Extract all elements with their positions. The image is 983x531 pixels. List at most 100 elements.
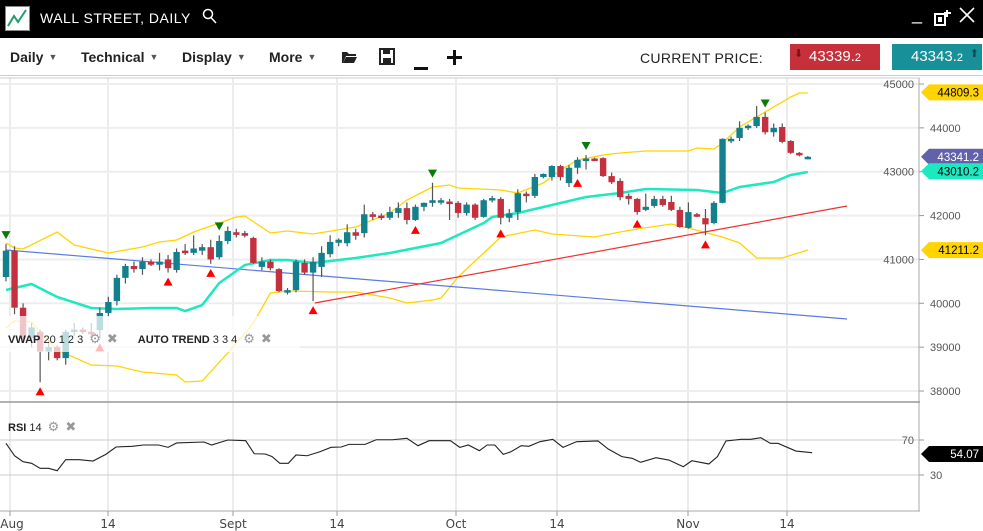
candle-body: [352, 232, 359, 236]
candle-body: [625, 195, 632, 199]
candle-body: [224, 230, 231, 242]
candle: [514, 189, 521, 220]
candle-body: [804, 156, 812, 160]
minimize-icon[interactable]: _: [912, 4, 923, 24]
candle: [480, 198, 487, 218]
chevron-down-icon: ▼: [48, 52, 58, 62]
save-icon[interactable]: [379, 48, 395, 70]
candle: [335, 238, 342, 247]
chevron-down-icon: ▼: [149, 52, 159, 62]
candle-body: [796, 152, 803, 156]
y-tick-label: 39000: [930, 342, 961, 354]
candle-body: [787, 141, 794, 153]
candle-body: [548, 166, 556, 177]
candle-body: [471, 204, 479, 218]
candle-body: [122, 266, 129, 278]
window-title: WALL STREET, DAILY: [40, 10, 191, 26]
arrow-up-icon: ⬆: [969, 48, 979, 60]
candle: [471, 203, 479, 220]
rsi-line: [5, 437, 813, 472]
candle-body: [506, 213, 513, 218]
gear-icon[interactable]: ⚙: [47, 419, 60, 434]
sell-price-button[interactable]: ⬇ 43339.2: [790, 44, 880, 70]
candle-body: [599, 158, 607, 177]
menu-label: Daily: [10, 49, 44, 65]
price-tag-text: 43010.2: [937, 166, 979, 178]
auto-trend-legend: AUTO TREND 3 3 4 ⚙ ✖: [138, 331, 272, 347]
candle-body: [736, 127, 743, 138]
candle: [198, 244, 206, 256]
candle: [395, 202, 402, 218]
price-tag: 43010.2: [921, 163, 983, 180]
gear-icon[interactable]: ⚙: [243, 331, 255, 346]
candle: [139, 257, 146, 275]
candle-body: [267, 261, 274, 269]
candle: [463, 202, 470, 216]
candle: [497, 197, 504, 225]
buy-signal-marker: [632, 219, 642, 228]
candle-body: [292, 261, 300, 291]
title-bar: WALL STREET, DAILY _: [0, 0, 983, 38]
trend-name: AUTO TREND: [137, 334, 210, 346]
candle-body: [523, 193, 530, 197]
menu-technical[interactable]: Technical ▼: [81, 49, 158, 65]
x-tick-label: 14: [779, 517, 794, 531]
candle-body: [702, 218, 709, 225]
candle: [676, 206, 684, 228]
zoom-out-icon[interactable]: [414, 56, 429, 76]
candle-body: [53, 347, 61, 359]
close-icon[interactable]: ✖: [65, 419, 77, 434]
candle: [352, 228, 359, 240]
close-icon[interactable]: ✖: [260, 331, 272, 346]
candle-body: [557, 166, 564, 177]
sell-signal-marker: [428, 169, 437, 178]
candle: [710, 201, 718, 225]
rsi-y-tick-label: 70: [902, 435, 914, 447]
candle-body: [173, 251, 180, 270]
close-icon[interactable]: [958, 6, 976, 29]
price-chart[interactable]: 45000 44000 43000 42000 41000 40000 39000 38000…: [0, 76, 983, 531]
candle: [378, 213, 385, 220]
candle: [446, 198, 453, 220]
candle: [113, 274, 121, 306]
candle: [207, 239, 214, 264]
menu-daily[interactable]: Daily ▼: [10, 49, 57, 65]
menu-display[interactable]: Display ▼: [182, 49, 246, 65]
folder-open-icon[interactable]: [341, 49, 358, 69]
candle: [326, 235, 334, 258]
candle-body: [693, 214, 701, 217]
candle: [233, 228, 240, 238]
candle-body: [369, 214, 376, 217]
candle-body: [335, 239, 342, 243]
candle-body: [446, 201, 453, 205]
search-icon[interactable]: [202, 8, 218, 30]
y-tick-label: 44000: [930, 123, 961, 135]
candle-body: [685, 212, 692, 228]
candle: [506, 209, 513, 223]
candle-body: [250, 237, 257, 263]
candle-body: [386, 212, 394, 218]
candle-body: [378, 215, 385, 219]
candle: [250, 236, 257, 264]
candle-body: [727, 138, 735, 142]
menu-label: Technical: [81, 49, 145, 65]
buy-price-button[interactable]: ⬆ 43343.2: [892, 44, 982, 70]
candle-body: [463, 204, 470, 213]
candle-body: [326, 241, 334, 255]
candle: [685, 202, 692, 229]
candle-body: [2, 250, 10, 277]
popout-icon[interactable]: [934, 9, 952, 32]
candle-body: [11, 250, 18, 308]
candle-body: [668, 201, 675, 210]
candle-body: [761, 116, 769, 133]
menu-more[interactable]: More ▼: [269, 49, 316, 65]
price-tag-shape: [921, 84, 983, 101]
gear-icon[interactable]: ⚙: [89, 331, 101, 346]
zoom-in-icon[interactable]: [447, 50, 462, 70]
candle: [591, 157, 598, 162]
price-tag-shape: [921, 445, 983, 462]
buy-signal-marker: [308, 306, 318, 315]
candle-body: [105, 301, 112, 313]
close-icon[interactable]: ✖: [106, 331, 118, 346]
price-tag-text: 43341.2: [937, 152, 979, 164]
